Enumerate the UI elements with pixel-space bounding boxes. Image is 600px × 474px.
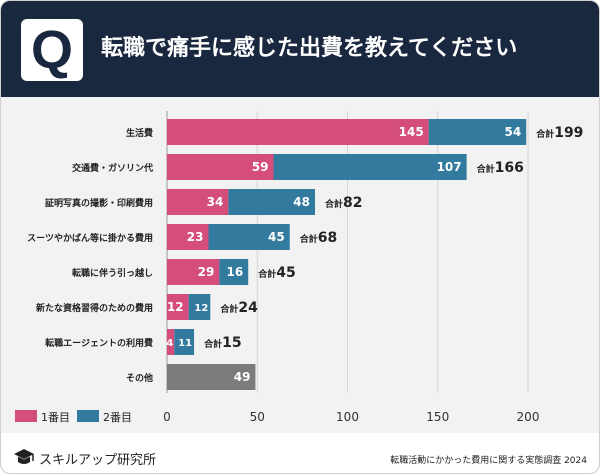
bar-label-2nd-0: 54	[504, 125, 521, 139]
bar-2nd-2	[228, 189, 316, 215]
total-label-3: 合計68	[300, 230, 338, 246]
bar-1st-6	[167, 329, 175, 355]
legend-label-1: 2番目	[103, 411, 132, 424]
bar-label-2nd-1: 107	[437, 160, 462, 174]
category-label-6: 転職エージェントの利用費	[45, 337, 153, 349]
bar-label-1st-6: 4	[166, 338, 173, 349]
category-label-4: 転職に伴う引っ越し	[72, 267, 153, 279]
category-label-1: 交通費・ガソリン代	[72, 162, 153, 174]
x-tick-label-50: 50	[250, 410, 265, 424]
footer-logo: スキルアップ研究所	[13, 447, 156, 469]
bar-label-2nd-4: 16	[227, 265, 244, 279]
bar-2nd-5	[188, 294, 211, 320]
bar-other	[167, 364, 256, 390]
legend-label-0: 1番目	[41, 411, 70, 424]
category-label-7: その他	[126, 372, 153, 384]
category-label-2: 証明写真の撮影・印刷費用	[45, 197, 153, 209]
bar-label-other: 49	[234, 370, 251, 384]
bar-label-1st-5: 12	[167, 300, 184, 314]
bar-2nd-4	[219, 259, 249, 285]
x-tick-label-200: 200	[517, 410, 540, 424]
bar-label-2nd-5: 12	[194, 303, 208, 314]
total-label-1: 合計166	[477, 160, 524, 176]
bar-1st-0	[167, 119, 429, 145]
bar-label-1st-3: 23	[187, 230, 204, 244]
graduation-cap-icon	[14, 449, 34, 464]
bar-2nd-1	[273, 154, 467, 180]
x-tick-label-0: 0	[163, 410, 171, 424]
category-label-3: スーツやかばん等に掛かる費用	[27, 232, 153, 244]
bar-2nd-6	[174, 329, 195, 355]
question-badge-letter: Q	[30, 20, 73, 80]
source-note: 転職活動にかかった費用に関する実態調査 2024	[390, 456, 587, 466]
legend-swatch-1	[77, 410, 99, 422]
total-label-5: 合計24	[220, 300, 258, 316]
header-banner: Q 転職で痛手に感じた出費を教えてください	[1, 1, 599, 97]
total-label-4: 合計45	[258, 265, 296, 281]
bar-label-1st-4: 29	[198, 265, 215, 279]
bar-1st-5	[167, 294, 189, 320]
category-label-5: 新たな資格習得のための費用	[36, 302, 153, 314]
bar-label-1st-2: 34	[207, 195, 224, 209]
x-tick-label-150: 150	[426, 410, 449, 424]
bar-1st-2	[167, 189, 229, 215]
plot-background	[1, 97, 599, 433]
bar-1st-1	[167, 154, 274, 180]
logo-text: スキルアップ研究所	[39, 452, 157, 468]
bar-2nd-0	[428, 119, 527, 145]
bar-label-2nd-3: 45	[268, 230, 285, 244]
bar-label-1st-1: 59	[252, 160, 269, 174]
total-label-2: 合計82	[325, 195, 363, 211]
bar-2nd-3	[208, 224, 290, 250]
legend-swatch-0	[15, 410, 37, 422]
bar-label-2nd-2: 48	[293, 195, 310, 209]
bar-1st-3	[167, 224, 209, 250]
bar-label-2nd-6: 11	[178, 338, 192, 349]
page-title: 転職で痛手に感じた出費を教えてください	[101, 36, 518, 61]
x-tick-label-100: 100	[336, 410, 359, 424]
bar-label-1st-0: 145	[399, 125, 424, 139]
question-badge: Q	[21, 19, 83, 81]
total-label-0: 合計199	[536, 125, 583, 141]
total-label-6: 合計15	[204, 335, 242, 351]
category-label-0: 生活費	[126, 127, 153, 139]
bar-1st-4	[167, 259, 220, 285]
